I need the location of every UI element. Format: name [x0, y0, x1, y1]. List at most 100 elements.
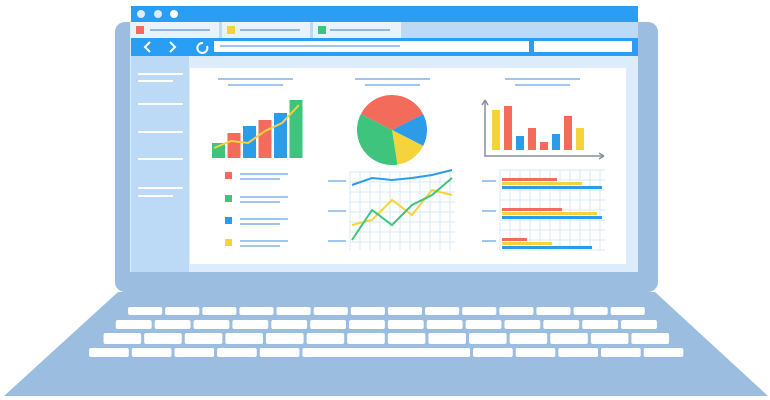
tab-icon — [227, 26, 235, 34]
laptop-base — [4, 292, 768, 396]
pie-slice — [392, 130, 424, 165]
grid-label — [328, 210, 346, 212]
list-text — [240, 218, 288, 220]
key — [425, 307, 460, 315]
axis — [484, 100, 604, 157]
key — [643, 348, 684, 357]
bar — [492, 110, 500, 150]
tab-title — [150, 29, 210, 31]
key — [536, 307, 571, 315]
address-text — [220, 45, 400, 47]
key — [515, 348, 556, 357]
chart-heading — [355, 78, 430, 80]
key — [232, 320, 269, 329]
bar — [516, 136, 524, 150]
key — [184, 333, 223, 344]
bar — [289, 100, 303, 158]
dashboard — [190, 68, 626, 264]
bar — [258, 120, 272, 158]
chart-heading — [365, 84, 420, 86]
key — [310, 320, 346, 329]
key — [509, 333, 548, 344]
key — [202, 307, 237, 315]
back-button[interactable] — [143, 41, 151, 53]
list-bullet — [225, 217, 232, 224]
key — [601, 348, 641, 357]
list-text — [240, 178, 280, 180]
key — [582, 320, 619, 329]
list-text — [240, 245, 280, 247]
key — [259, 348, 300, 357]
sidebar-item[interactable] — [138, 131, 183, 133]
pie-slice — [392, 114, 428, 146]
key — [465, 320, 502, 329]
line — [351, 188, 453, 226]
key — [144, 333, 182, 344]
bar — [502, 208, 562, 211]
key — [387, 320, 424, 329]
bar — [564, 116, 572, 150]
key — [499, 307, 534, 315]
bar — [502, 212, 597, 215]
key — [426, 320, 463, 329]
key — [103, 333, 142, 344]
sidebar-item[interactable] — [138, 103, 183, 105]
bar — [576, 128, 584, 150]
bar — [502, 186, 602, 189]
keyboard — [89, 307, 684, 357]
key — [193, 320, 230, 329]
key — [610, 307, 645, 315]
grid-label — [482, 180, 496, 182]
key — [462, 307, 497, 315]
list-text — [240, 201, 280, 203]
key — [174, 348, 215, 357]
grid-label — [482, 210, 496, 212]
key — [225, 333, 263, 344]
bar — [227, 133, 241, 158]
key — [387, 307, 423, 315]
key — [621, 320, 657, 329]
window-button — [170, 10, 178, 18]
sidebar-item[interactable] — [138, 158, 183, 160]
tab-title — [240, 29, 300, 31]
sidebar-item[interactable] — [138, 195, 173, 197]
sidebar-item[interactable] — [138, 187, 183, 189]
key — [115, 320, 152, 329]
key — [473, 348, 513, 357]
key — [89, 348, 129, 357]
key — [543, 320, 580, 329]
chart-heading — [505, 78, 580, 80]
key — [276, 307, 311, 315]
key — [131, 348, 172, 357]
chart-heading — [515, 84, 570, 86]
forward-button[interactable] — [169, 41, 177, 53]
key — [349, 320, 385, 329]
sidebar-item[interactable] — [138, 80, 173, 82]
list-bullet — [225, 239, 232, 246]
tab-icon — [318, 26, 326, 34]
key — [590, 333, 629, 344]
list-text — [240, 240, 288, 242]
key — [469, 333, 507, 344]
pie-slice — [360, 94, 424, 130]
reload-button[interactable] — [196, 41, 209, 54]
key — [558, 348, 599, 357]
chart-heading — [218, 78, 293, 80]
sidebar-item[interactable] — [138, 73, 183, 75]
list-bullet — [225, 172, 232, 179]
key — [217, 348, 257, 357]
sidebar — [131, 56, 189, 272]
trend-line — [213, 104, 300, 149]
grid-label — [328, 240, 346, 242]
list-bullet — [225, 195, 232, 202]
bar — [502, 178, 557, 181]
tab-icon — [136, 26, 144, 34]
key — [271, 320, 308, 329]
search-bar[interactable] — [534, 41, 632, 52]
bar — [502, 216, 602, 219]
key — [165, 307, 200, 315]
pie-slice — [357, 114, 398, 165]
list-text — [240, 223, 280, 225]
key — [631, 333, 670, 344]
